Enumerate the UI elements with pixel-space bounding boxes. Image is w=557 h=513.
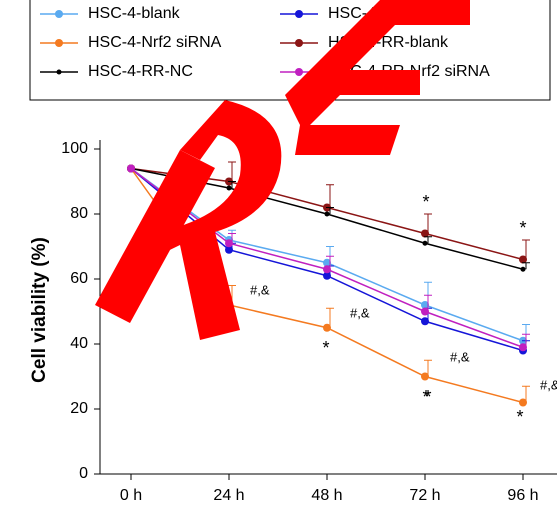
error-bar (424, 236, 432, 244)
error-bar (228, 181, 236, 188)
data-point (225, 239, 233, 248)
error-bar (522, 385, 530, 403)
legend-marker (295, 10, 303, 18)
legend-label: HSC-4-blank (88, 5, 181, 22)
data-point (421, 229, 429, 238)
x-tick-label: 24 h (213, 487, 244, 504)
data-point (225, 245, 233, 254)
legend-label: HSC-4-RR-NC (88, 63, 193, 80)
watermark (95, 0, 470, 340)
error-bar (522, 262, 530, 270)
error-bar (424, 294, 432, 312)
y-tick-label: 100 (61, 140, 88, 157)
data-point (519, 398, 527, 407)
legend-marker (56, 69, 62, 75)
error-bar (522, 239, 530, 260)
error-bar (424, 359, 432, 377)
annotation: #,& (250, 282, 270, 297)
annotation: * (322, 338, 329, 358)
x-tick-label: 72 h (409, 487, 440, 504)
annotation: * (424, 387, 431, 407)
annotation: #,& (540, 377, 557, 392)
y-tick-label: 60 (70, 270, 88, 287)
y-axis-label: Cell viability (%) (29, 237, 50, 383)
data-point (324, 211, 330, 217)
data-point (323, 265, 331, 274)
annotation: #,& (350, 305, 370, 320)
data-point (323, 258, 331, 267)
y-tick-label: 80 (70, 205, 88, 222)
annotation: #,& (450, 349, 470, 364)
data-point (323, 323, 331, 332)
data-point (421, 317, 429, 326)
legend-marker (295, 39, 303, 47)
legend-marker (55, 10, 63, 18)
x-tick-label: 96 h (507, 487, 538, 504)
annotation: * (519, 218, 526, 238)
annotation: * (516, 407, 523, 427)
error-bar (424, 213, 432, 234)
error-bar (326, 184, 334, 208)
error-bar (326, 207, 334, 214)
legend-label: HSC-4-Nrf2 siRNA (88, 34, 222, 51)
data-point (421, 372, 429, 381)
data-point (519, 255, 527, 264)
data-point (422, 240, 428, 246)
data-point (421, 301, 429, 309)
y-tick-label: 40 (70, 335, 88, 352)
x-tick-label: 0 h (120, 487, 142, 504)
legend-marker (55, 39, 63, 47)
x-tick-label: 48 h (311, 487, 342, 504)
data-point (421, 307, 429, 316)
y-tick-label: 0 (79, 465, 88, 482)
data-point (226, 185, 232, 191)
data-point (519, 343, 527, 352)
annotation: * (422, 192, 429, 212)
data-point (323, 271, 331, 280)
annotation: * (422, 387, 429, 407)
data-point (127, 164, 135, 173)
legend-marker (295, 68, 303, 76)
error-bar (228, 161, 236, 182)
data-point (520, 266, 526, 272)
error-bar (326, 307, 334, 328)
y-tick-label: 20 (70, 400, 88, 417)
